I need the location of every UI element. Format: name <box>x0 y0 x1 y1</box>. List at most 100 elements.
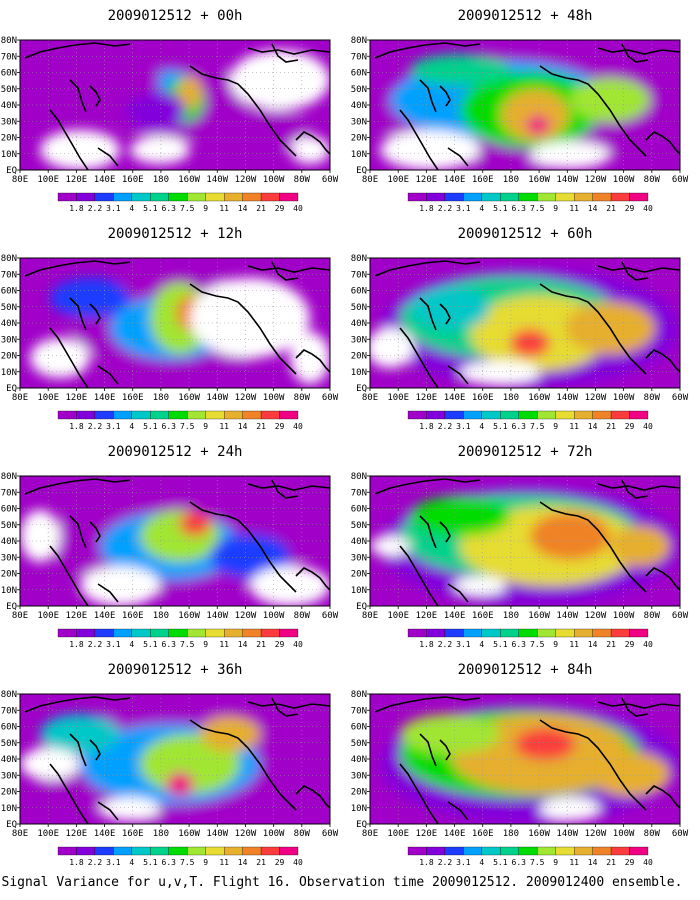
x-tick-label: 120W <box>585 175 607 185</box>
colorbar-label: 21 <box>606 422 616 431</box>
y-tick-label: 40N <box>351 537 367 547</box>
colorbar-swatch <box>592 628 612 638</box>
x-tick-label: 80E <box>12 611 28 621</box>
x-tick-label: 100W <box>613 829 635 839</box>
coastline <box>374 696 680 824</box>
colorbar-label: 21 <box>606 640 616 649</box>
y-tick-label: 30N <box>1 117 17 127</box>
y-tick-label: EQ <box>6 166 17 176</box>
x-tick-label: 140E <box>444 393 466 403</box>
y-tick-label: 10N <box>1 804 17 814</box>
colorbar-swatch <box>574 192 593 202</box>
colorbar-label: 2.2 <box>438 640 453 649</box>
y-tick-label: EQ <box>6 602 17 612</box>
colorbar-label: 5.1 <box>143 858 158 867</box>
colorbar-label: 14 <box>588 640 598 649</box>
colorbar-swatch <box>113 410 132 420</box>
colorbar-swatch <box>500 628 519 638</box>
colorbar-label: 5.1 <box>493 640 508 649</box>
colorbar-label: 21 <box>256 640 266 649</box>
colorbar-swatch <box>407 846 427 856</box>
x-tick-label: 160W <box>528 175 550 185</box>
y-tick-label: 60N <box>351 287 367 297</box>
colorbar-swatch <box>57 628 77 638</box>
map-panel: 2009012512 + 60h 80E 100E 120E 140E 160E 180 16… <box>351 226 689 431</box>
y-tick-label: 10N <box>351 804 367 814</box>
x-tick-label: 160E <box>472 175 494 185</box>
x-tick-label: 120W <box>585 611 607 621</box>
y-tick-label: 70N <box>351 270 367 280</box>
y-tick-label: 30N <box>1 553 17 563</box>
colorbar-label: 9 <box>203 204 208 213</box>
x-tick-label: 60W <box>672 611 689 621</box>
y-tick-label: 60N <box>1 723 17 733</box>
variance-field <box>370 694 680 824</box>
x-tick-label: 100W <box>613 175 635 185</box>
y-tick-label: 60N <box>1 505 17 515</box>
x-tick-label: 80W <box>294 829 311 839</box>
y-tick-label: 50N <box>351 85 367 95</box>
y-tick-label: 10N <box>351 368 367 378</box>
y-tick-label: 70N <box>351 706 367 716</box>
x-tick-label: 140E <box>94 393 116 403</box>
colorbar-swatch <box>205 192 225 202</box>
colorbar-swatch <box>444 410 464 420</box>
x-tick-label: 140W <box>556 175 578 185</box>
colorbar-swatch <box>537 410 556 420</box>
colorbar: 1.8 2.2 3.1 4 5.1 6.3 7.5 9 11 14 21 29 40 <box>407 410 653 431</box>
colorbar-label: 40 <box>293 204 303 213</box>
colorbar-swatch <box>463 846 482 856</box>
colorbar-swatch <box>168 628 188 638</box>
colorbar-swatch <box>224 192 243 202</box>
y-tick-label: 70N <box>351 52 367 62</box>
x-tick-label: 180 <box>153 829 169 839</box>
map-panel: 2009012512 + 24h 80E 100E 120E 140E 160E 180 16… <box>1 444 339 649</box>
colorbar-label: 11 <box>569 858 579 867</box>
y-tick-label: 60N <box>351 69 367 79</box>
x-tick-label: 60W <box>322 175 339 185</box>
colorbar-label: 9 <box>203 858 208 867</box>
colorbar-label: 21 <box>606 858 616 867</box>
x-tick-label: 160W <box>178 393 200 403</box>
x-tick-label: 80W <box>644 175 661 185</box>
colorbar-swatch <box>131 628 151 638</box>
y-tick-label: 30N <box>351 771 367 781</box>
colorbar-label: 11 <box>219 422 229 431</box>
colorbar: 1.8 2.2 3.1 4 5.1 6.3 7.5 9 11 14 21 29 40 <box>57 410 303 431</box>
colorbar-label: 3.1 <box>106 858 121 867</box>
colorbar-swatch <box>242 846 262 856</box>
colorbar-label: 3.1 <box>456 204 471 213</box>
colorbar-swatch <box>94 846 114 856</box>
colorbar-label: 9 <box>553 858 558 867</box>
colorbar-label: 9 <box>553 640 558 649</box>
colorbar-label: 2.2 <box>88 858 103 867</box>
y-tick-label: 40N <box>351 755 367 765</box>
y-tick-label: 50N <box>1 303 17 313</box>
colorbar-swatch <box>205 846 225 856</box>
x-tick-label: 160W <box>528 393 550 403</box>
colorbar: 1.8 2.2 3.1 4 5.1 6.3 7.5 9 11 14 21 29 40 <box>57 846 303 867</box>
y-tick-label: 20N <box>1 570 17 580</box>
colorbar-label: 14 <box>588 204 598 213</box>
x-tick-label: 140E <box>444 175 466 185</box>
colorbar: 1.8 2.2 3.1 4 5.1 6.3 7.5 9 11 14 21 29 40 <box>57 628 303 649</box>
x-tick-label: 60W <box>322 829 339 839</box>
map-panel: 2009012512 + 48h 80E 100E 120E 140E 160E 180 16… <box>351 8 689 213</box>
y-tick-label: 10N <box>1 368 17 378</box>
x-tick-label: 180 <box>503 393 519 403</box>
panel-title: 2009012512 + 84h <box>458 662 593 678</box>
x-tick-label: 100E <box>387 393 409 403</box>
x-tick-label: 100W <box>613 611 635 621</box>
y-tick-label: 30N <box>351 553 367 563</box>
panel-title: 2009012512 + 60h <box>458 226 593 242</box>
colorbar-label: 4 <box>129 640 134 649</box>
colorbar-label: 40 <box>293 422 303 431</box>
colorbar: 1.8 2.2 3.1 4 5.1 6.3 7.5 9 11 14 21 29 40 <box>407 192 653 213</box>
colorbar-label: 7.5 <box>530 204 545 213</box>
y-tick-label: 70N <box>1 488 17 498</box>
coastline <box>374 42 680 170</box>
colorbar-swatch <box>610 410 630 420</box>
y-tick-label: EQ <box>356 384 367 394</box>
colorbar-label: 6.3 <box>512 858 527 867</box>
y-tick-label: 70N <box>1 706 17 716</box>
